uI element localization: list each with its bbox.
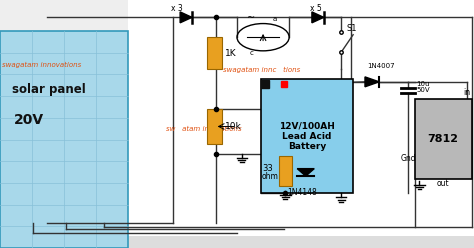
Text: 1K: 1K [225,49,237,58]
Bar [279,156,292,186]
Text: 33: 33 [262,164,273,173]
Polygon shape [297,169,314,176]
Polygon shape [365,77,379,87]
Text: ohm: ohm [261,172,278,181]
Text: sw   atam inn   ations: sw atam inn ations [166,126,242,132]
Text: 7812: 7812 [428,134,459,144]
Text: c: c [249,50,253,56]
Text: S1: S1 [346,24,356,33]
Text: Gnd: Gnd [401,154,416,163]
Text: solar panel: solar panel [12,83,86,96]
Polygon shape [312,12,324,23]
Text: 50V: 50V [416,87,430,93]
Bar [0,236,474,248]
Bar [207,37,222,69]
Bar [0,31,128,248]
Text: out: out [437,179,449,188]
Text: 1N4148: 1N4148 [287,188,317,197]
Text: 10u: 10u [416,81,429,87]
Bar [207,109,222,144]
Text: 1N4007: 1N4007 [367,63,395,69]
Bar [415,99,472,179]
Polygon shape [180,12,192,23]
Text: 20V: 20V [14,113,45,127]
Text: 12V/100AH
Lead Acid
Battery: 12V/100AH Lead Acid Battery [279,122,335,151]
Bar [128,0,474,248]
Text: x 5: x 5 [310,4,322,13]
Text: swagatam innc   tions: swagatam innc tions [223,67,300,73]
Text: x 3: x 3 [171,4,182,13]
Text: ~: ~ [247,13,255,23]
Text: swagatam innovations: swagatam innovations [2,62,82,68]
Bar [261,79,353,193]
Text: in: in [463,89,471,97]
Text: 10k: 10k [225,122,241,131]
Text: a: a [273,16,277,22]
